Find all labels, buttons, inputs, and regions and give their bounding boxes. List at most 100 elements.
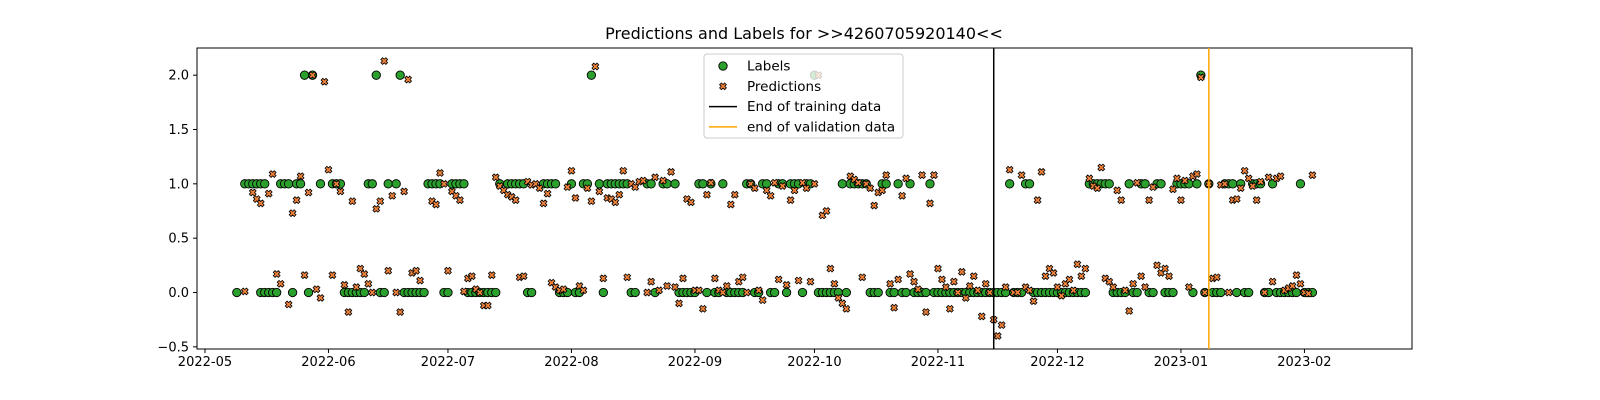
prediction-point <box>380 57 389 66</box>
chart-title: Predictions and Labels for >>42607059201… <box>605 24 1003 43</box>
prediction-point <box>320 77 329 86</box>
label-point <box>395 70 405 80</box>
prediction-point <box>1041 272 1050 281</box>
label-point <box>594 179 604 189</box>
prediction-point <box>332 179 341 188</box>
label-point <box>646 179 656 189</box>
prediction-point <box>256 199 265 208</box>
label-point <box>1168 287 1178 298</box>
prediction-point <box>993 331 1002 340</box>
prediction-point <box>483 301 492 310</box>
prediction-point <box>1013 288 1022 297</box>
plot-frame <box>196 47 1413 350</box>
prediction-point <box>487 271 496 280</box>
data-layer <box>232 57 1318 340</box>
prediction-point <box>1244 174 1253 183</box>
label-point <box>901 287 911 298</box>
y-tick-label: 0.0 <box>168 286 189 301</box>
label-point <box>391 179 401 189</box>
prediction-point <box>1180 176 1189 185</box>
prediction-point <box>981 279 990 288</box>
prediction-point <box>300 271 309 280</box>
prediction-point <box>1065 275 1074 284</box>
prediction-point <box>1109 283 1118 292</box>
prediction-point <box>766 191 775 200</box>
prediction-point <box>1169 185 1177 194</box>
prediction-point <box>296 172 305 181</box>
prediction-point <box>898 191 907 200</box>
prediction-point <box>284 300 293 309</box>
prediction-point <box>595 187 604 196</box>
prediction-point <box>953 288 962 297</box>
prediction-point <box>754 286 763 295</box>
prediction-point <box>583 184 592 193</box>
prediction-point <box>890 303 899 312</box>
prediction-point <box>440 179 448 188</box>
prediction-point <box>1085 174 1094 183</box>
prediction-point <box>667 167 676 176</box>
legend: Labels Predictions End of training data end… <box>703 53 904 139</box>
prediction-point <box>1025 286 1034 295</box>
prediction-point <box>973 286 982 295</box>
label-point <box>550 179 561 189</box>
label-point <box>232 287 242 298</box>
prediction-point <box>348 197 357 206</box>
prediction-point <box>1161 264 1169 273</box>
label-point <box>1192 179 1202 189</box>
prediction-point <box>432 200 440 209</box>
legend-box <box>703 53 904 139</box>
prediction-point <box>1121 286 1130 295</box>
prediction-point <box>1033 196 1042 205</box>
prediction-point <box>1001 283 1010 292</box>
x-tick-label: 2022-05 <box>178 355 232 370</box>
prediction-point <box>631 183 640 192</box>
prediction-point <box>930 171 938 180</box>
prediction-point <box>272 270 281 278</box>
prediction-point <box>706 178 715 187</box>
prediction-point <box>388 191 397 200</box>
prediction-point <box>1113 186 1122 195</box>
prediction-point <box>1129 279 1138 288</box>
prediction-point <box>810 179 819 188</box>
prediction-point <box>1125 307 1134 315</box>
prediction-point <box>459 287 468 296</box>
label-point <box>1104 179 1114 189</box>
label-point <box>459 179 469 189</box>
prediction-point <box>412 266 421 275</box>
x-tick-label: 2022-12 <box>1030 355 1084 370</box>
prediction-point <box>722 282 731 290</box>
prediction-point <box>308 71 317 80</box>
prediction-point <box>619 166 628 175</box>
prediction-point <box>698 304 707 313</box>
prediction-point <box>957 267 966 276</box>
prediction-point <box>1240 166 1249 175</box>
prediction-point <box>1081 264 1090 273</box>
label-point <box>295 179 306 189</box>
prediction-point <box>567 166 576 175</box>
prediction-point <box>416 276 425 285</box>
prediction-point <box>1069 286 1078 295</box>
label-point <box>921 287 931 298</box>
prediction-point <box>655 286 664 295</box>
label-point <box>1124 179 1134 189</box>
x-tick-label: 2022-08 <box>544 355 598 370</box>
prediction-point <box>1308 171 1317 180</box>
label-point <box>769 287 780 298</box>
label-point <box>841 287 851 298</box>
prediction-point <box>491 173 500 182</box>
prediction-point <box>511 196 520 205</box>
label-point <box>837 179 847 189</box>
prediction-point <box>822 207 831 215</box>
prediction-point <box>651 173 660 182</box>
label-point <box>1132 287 1142 298</box>
prediction-point <box>1049 268 1058 277</box>
y-tick-label: 1.5 <box>168 123 189 138</box>
label-point <box>303 287 314 298</box>
label-point <box>1140 179 1150 189</box>
prediction-point <box>933 264 942 273</box>
prediction-point <box>806 277 815 286</box>
prediction-point <box>288 209 297 218</box>
label-point <box>797 287 808 298</box>
